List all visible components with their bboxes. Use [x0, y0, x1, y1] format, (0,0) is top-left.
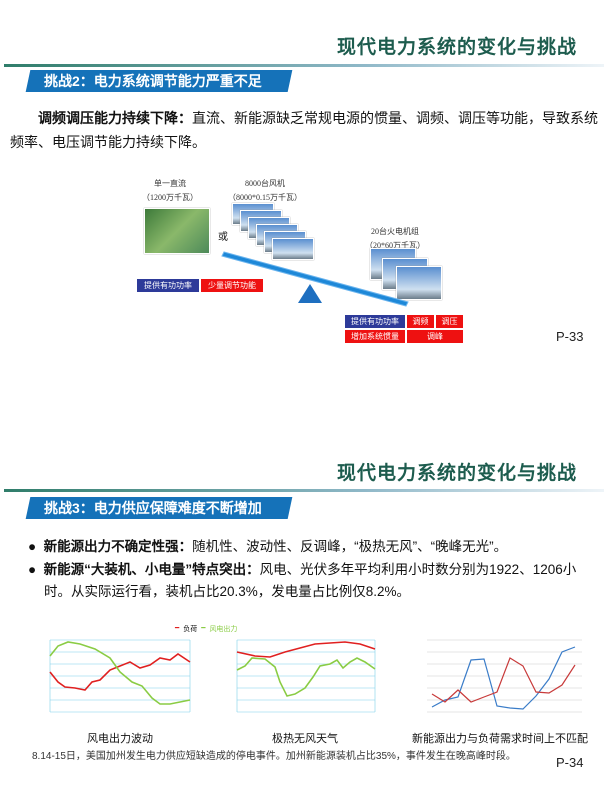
chart-caption: 风电出力波动 — [87, 733, 153, 745]
banner-text: 挑战3：电力供应保障难度不断增加 — [44, 500, 262, 516]
bullet-bold: 新能源“大装机、小电量”特点突出： — [43, 562, 260, 577]
seesaw-diagram: 单一直流 （1200万千瓦） 8000台风机 （8000*0.15万千瓦） 或 … — [130, 170, 480, 350]
bullet-item: ● 新能源“大装机、小电量”特点突出：风电、光伏多年平均利用小时数分别为1922… — [28, 562, 577, 599]
tag-active-power: 提供有功功率 — [344, 314, 406, 329]
page-number: P-34 — [556, 755, 584, 770]
legend-load: 负荷 — [183, 626, 198, 633]
slide-title: 现代电力系统的变化与挑战 — [336, 37, 577, 58]
converter-station-photo — [144, 208, 210, 254]
tag-peak: 调峰 — [406, 329, 464, 344]
para-bold: 调频调压能力持续下降： — [38, 110, 192, 126]
section-banner: 挑战3：电力供应保障难度不断增加 — [25, 497, 293, 519]
bullet-bold: 新能源出力不确定性强： — [43, 539, 193, 554]
mismatch-chart — [427, 639, 582, 713]
page-number: P-33 — [556, 329, 584, 344]
seesaw-graphic — [221, 251, 409, 307]
tag-voltage: 调压 — [435, 314, 464, 329]
para-text: 直流、新能源缺乏常规电源的惯量、调频、调压等功能，导致系统频率、电压调节能力持续… — [10, 110, 598, 150]
dc-capacity: （1200万千瓦） — [142, 193, 198, 202]
wind-capacity: （8000*0.15万千瓦） — [228, 193, 302, 202]
section-banner: 挑战2：电力系统调节能力严重不足 — [25, 70, 293, 92]
legend-wind: 风电出力 — [209, 626, 238, 633]
thermal-capacity: （20*60万千瓦） — [365, 241, 425, 250]
seesaw-fulcrum — [298, 284, 322, 303]
chart-caption: 极热无风天气 — [272, 733, 338, 745]
bullet-text: 风电、光伏多年平均利用小时数分别为1922、1206小时。从实际运行看，装机占比… — [44, 562, 577, 599]
thermal-label: 20台火电机组 — [371, 227, 419, 236]
chart-caption: 新能源出力与负荷需求时间上不匹配 — [412, 733, 588, 745]
wind-label: 8000台风机 — [245, 179, 285, 188]
wind-fluctuation-chart — [49, 639, 191, 713]
bullet-item: ● 新能源出力不确定性强：随机性、波动性、反调峰，“极热无风”、“晚峰无光”。 — [28, 539, 508, 554]
tag-frequency: 调频 — [406, 314, 435, 329]
seesaw-beam — [221, 251, 409, 307]
extreme-heat-chart — [236, 639, 376, 713]
thermal-plant-photo — [396, 266, 442, 300]
title-divider — [4, 489, 604, 492]
bullet-text: 随机性、波动性、反调峰，“极热无风”、“晚峰无光”。 — [192, 539, 508, 554]
banner-text: 挑战2：电力系统调节能力严重不足 — [44, 73, 262, 89]
tag-limited-regulation: 少量调节功能 — [200, 278, 264, 293]
title-divider — [4, 64, 604, 67]
right-tags: 提供有功功率 调频 调压 增加系统惯量 调峰 — [344, 314, 464, 344]
slide-title: 现代电力系统的变化与挑战 — [336, 463, 577, 484]
tag-inertia: 增加系统惯量 — [344, 329, 406, 344]
wind-farm-photo — [272, 238, 314, 260]
paragraph: 调频调压能力持续下降：直流、新能源缺乏常规电源的惯量、调频、调压等功能，导致系统… — [10, 106, 600, 154]
chart-legend: ━ 负荷 ━ 风电出力 — [175, 625, 238, 633]
left-tags: 提供有功功率 少量调节功能 — [136, 278, 264, 293]
or-label: 或 — [218, 232, 228, 243]
dc-label: 单一直流 — [154, 179, 186, 188]
footnote: 8.14-15日，美国加州发生电力供应短缺造成的停电事件。加州新能源装机占比35… — [32, 751, 516, 762]
tag-active-power: 提供有功功率 — [136, 278, 200, 293]
